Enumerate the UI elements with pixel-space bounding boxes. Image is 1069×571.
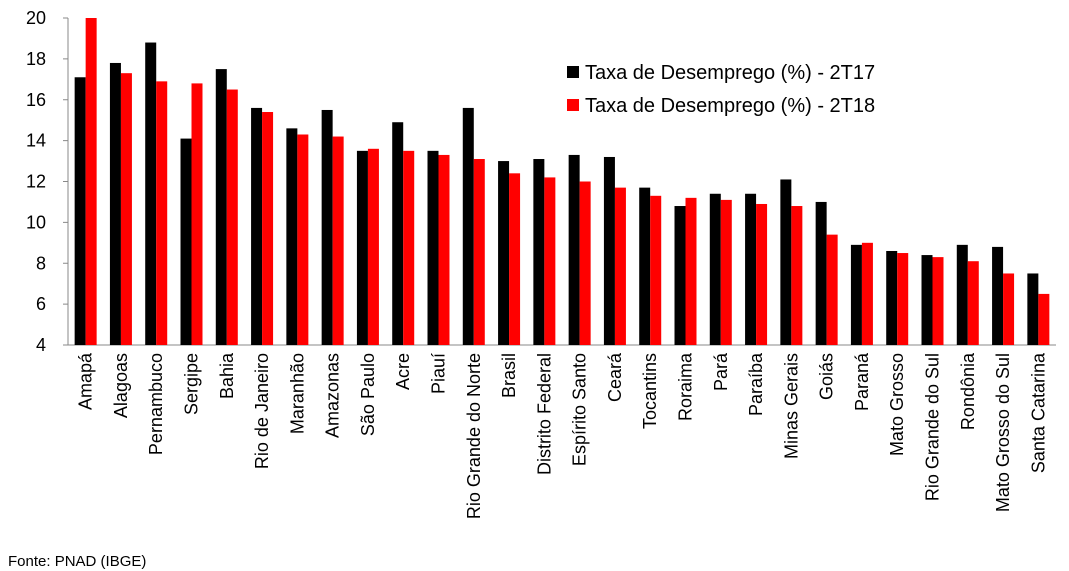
x-tick-label: Bahia	[217, 352, 237, 399]
x-tick-label: Tocantins	[640, 353, 660, 429]
bar	[332, 136, 344, 345]
bar	[544, 177, 556, 345]
bar	[1038, 293, 1050, 345]
bar	[297, 134, 309, 345]
bar	[509, 173, 521, 345]
bar	[438, 154, 450, 345]
x-tick-label: Santa Catarina	[1028, 352, 1048, 473]
x-tick-label: Goiás	[817, 353, 837, 400]
bar	[850, 244, 862, 345]
bar	[639, 187, 651, 345]
bar	[674, 206, 686, 345]
x-tick-label: São Paulo	[358, 353, 378, 436]
bar	[427, 150, 439, 345]
bar	[85, 18, 97, 345]
x-tick-label: Distrito Federal	[534, 353, 554, 475]
bar	[650, 195, 662, 345]
bar	[921, 255, 933, 345]
bar	[614, 187, 626, 345]
bar	[1027, 273, 1039, 345]
x-tick-label: Maranhão	[287, 353, 307, 434]
y-tick-label: 4	[36, 335, 46, 355]
bar	[932, 257, 944, 345]
bar	[967, 261, 979, 345]
bar	[756, 203, 768, 345]
x-tick-label: Paraná	[852, 352, 872, 411]
bar	[262, 112, 274, 345]
x-tick-label: Pernambuco	[146, 353, 166, 455]
y-tick-label: 16	[26, 90, 46, 110]
bar	[403, 150, 415, 345]
bar	[956, 244, 968, 345]
bar	[286, 128, 298, 345]
x-tick-label: Acre	[393, 353, 413, 390]
x-tick-label: Alagoas	[111, 353, 131, 418]
y-tick-label: 8	[36, 253, 46, 273]
bar	[356, 150, 368, 345]
bar	[180, 138, 192, 345]
x-tick-label: Rio de Janeiro	[252, 353, 272, 469]
source-note: Fonte: PNAD (IBGE)	[8, 553, 146, 570]
bar	[462, 107, 474, 345]
bar	[1003, 273, 1015, 345]
x-tick-label: Ceará	[605, 352, 625, 402]
bar	[321, 109, 333, 345]
x-tick-label: Paraíba	[746, 352, 766, 416]
bar	[533, 159, 545, 345]
bar	[251, 107, 263, 345]
y-tick-label: 14	[26, 131, 46, 151]
bar	[709, 193, 721, 345]
x-tick-label: Brasil	[499, 353, 519, 398]
x-tick-label: Rio Grande do Norte	[464, 353, 484, 519]
bar	[568, 154, 580, 345]
bar	[145, 42, 157, 346]
bar	[156, 81, 168, 345]
bar	[780, 179, 792, 345]
legend-label: Taxa de Desemprego (%) - 2T18	[585, 95, 875, 117]
x-tick-label: Mato Grosso	[887, 353, 907, 456]
y-tick-label: 18	[26, 49, 46, 69]
x-tick-label: Amazonas	[323, 353, 343, 438]
bar	[861, 242, 873, 345]
x-tick-label: Amapá	[76, 352, 96, 410]
bar	[226, 89, 238, 345]
x-tick-label: Pará	[711, 352, 731, 391]
x-tick-label: Rio Grande do Sul	[923, 353, 943, 501]
bar	[367, 148, 379, 345]
bar	[109, 62, 121, 346]
bar	[579, 181, 591, 345]
bar	[392, 122, 404, 345]
x-tick-label: Sergipe	[182, 353, 202, 415]
bar	[720, 199, 732, 345]
x-tick-label: Mato Grosso do Sul	[993, 353, 1013, 512]
bar	[897, 253, 909, 345]
legend-swatch	[567, 99, 579, 111]
bar	[603, 156, 615, 345]
x-tick-label: Espírito Santo	[570, 353, 590, 466]
y-tick-label: 12	[26, 172, 46, 192]
bar	[791, 206, 803, 345]
bar	[191, 83, 203, 346]
bar	[473, 159, 485, 345]
bar	[992, 246, 1004, 345]
bar	[74, 77, 86, 346]
legend-swatch	[567, 66, 579, 78]
bar	[886, 250, 898, 345]
bar	[685, 197, 697, 345]
x-tick-label: Minas Gerais	[781, 353, 801, 459]
legend-label: Taxa de Desemprego (%) - 2T17	[585, 62, 875, 84]
bar	[120, 73, 132, 346]
bar	[826, 234, 838, 345]
y-tick-label: 10	[26, 212, 46, 232]
x-tick-label: Roraima	[676, 352, 696, 421]
y-tick-label: 20	[26, 8, 46, 28]
x-tick-label: Piauí	[429, 353, 449, 394]
bar	[745, 193, 757, 345]
x-tick-label: Rondônia	[958, 352, 978, 430]
bar	[815, 201, 827, 345]
bar	[498, 161, 510, 345]
bar	[215, 69, 227, 345]
y-tick-label: 6	[36, 294, 46, 314]
